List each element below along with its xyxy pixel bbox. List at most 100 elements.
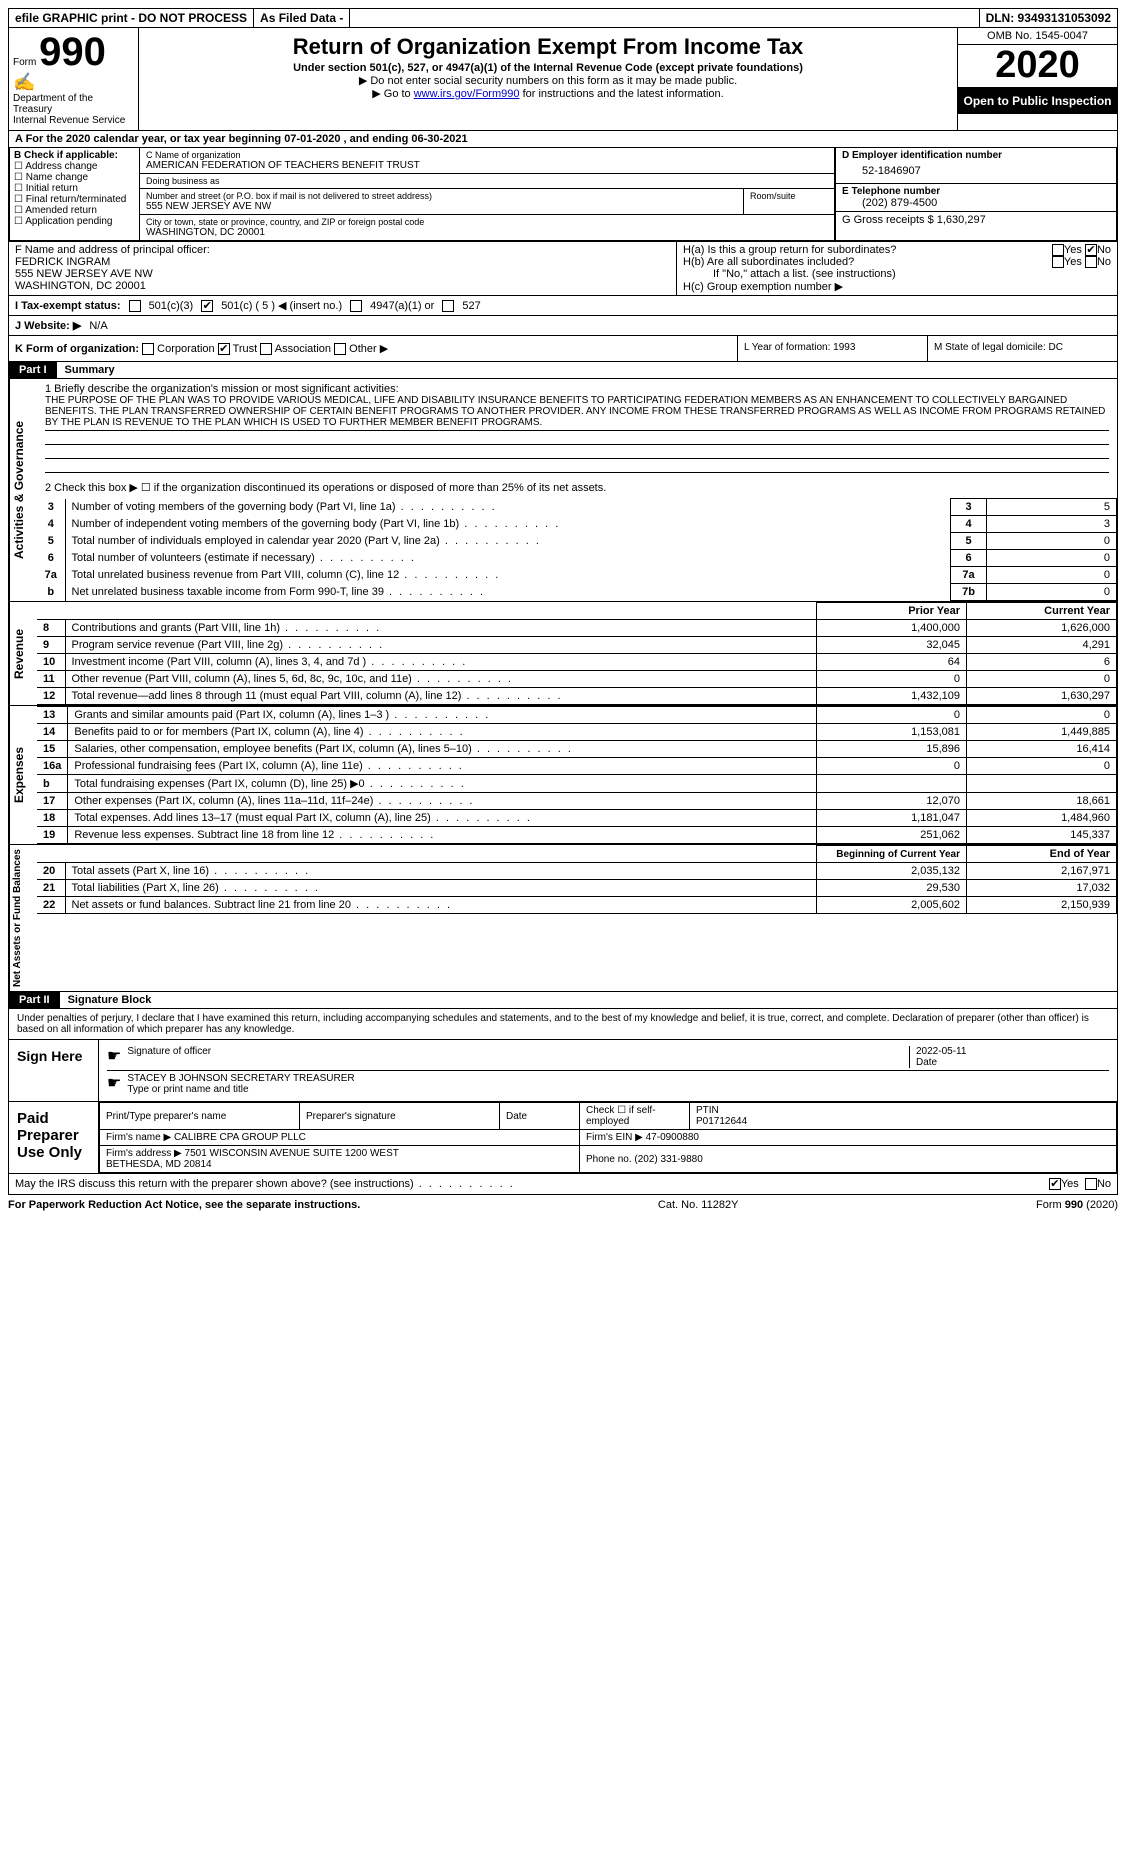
street-val: 555 NEW JERSEY AVE NW [146,201,737,212]
col-c: C Name of organization AMERICAN FEDERATI… [140,148,836,240]
website-val: N/A [89,320,107,332]
netassets-table: Beginning of Current YearEnd of Year 20 … [37,845,1117,914]
discuss-text: May the IRS discuss this return with the… [15,1178,1049,1190]
sig-date: 2022-05-11 [916,1046,966,1057]
form-number: 990 [39,30,106,74]
c-street-row: Number and street (or P.O. box if mail i… [140,189,834,215]
header-center: Return of Organization Exempt From Incom… [139,28,957,130]
form-subtitle: Under section 501(c), 527, or 4947(a)(1)… [147,62,949,74]
chk-501c3[interactable] [129,300,141,312]
col-d: D Employer identification number 52-1846… [836,148,1116,240]
line-val: 0 [987,584,1117,601]
ein-lbl: D Employer identification number [842,150,1110,161]
cat-no: Cat. No. 11282Y [658,1199,739,1211]
ptin-cell: PTINP01712644 [690,1103,1117,1130]
chk-final[interactable]: Final return/terminated [14,194,135,205]
line-ref: 5 [951,533,987,550]
tel-val: (202) 879-4500 [842,197,1110,209]
chk-527[interactable] [442,300,454,312]
discuss-yes-chk[interactable] [1049,1178,1061,1190]
part2-header: Part II Signature Block [8,992,1118,1009]
firm-phone-cell: Phone no. (202) 331-9880 [580,1146,1117,1173]
mission-text: THE PURPOSE OF THE PLAN WAS TO PROVIDE V… [45,395,1109,431]
dba-lbl: Doing business as [146,176,828,186]
firm-addr-cell: Firm's address ▶ 7501 WISCONSIN AVENUE S… [100,1146,580,1173]
discuss-no-chk[interactable] [1085,1178,1097,1190]
table-row: 8 Contributions and grants (Part VIII, l… [37,620,1117,637]
chk-4947[interactable] [350,300,362,312]
chk-initial[interactable]: Initial return [14,183,135,194]
tel-lbl: E Telephone number [842,186,1110,197]
line-val: 3 [987,516,1117,533]
chk-other[interactable] [334,343,346,355]
l-year: L Year of formation: 1993 [737,336,927,361]
irs-link[interactable]: www.irs.gov/Form990 [414,88,520,100]
chk-name[interactable]: Name change [14,172,135,183]
line-ref: 4 [951,516,987,533]
c-name-lbl: C Name of organization [146,150,828,160]
paperwork-notice: For Paperwork Reduction Act Notice, see … [8,1199,360,1211]
activities-governance: Activities & Governance 1 Briefly descri… [8,379,1118,602]
chk-assoc[interactable] [260,343,272,355]
discuss-row: May the IRS discuss this return with the… [8,1174,1118,1195]
line-num: 5 [37,533,65,550]
chk-address[interactable]: Address change [14,161,135,172]
paid-preparer-row: Paid Preparer Use Only Print/Type prepar… [9,1102,1117,1173]
line-text: Total number of volunteers (estimate if … [65,550,951,567]
spacer [350,9,979,27]
dept-label: Department of the Treasury Internal Reve… [13,93,134,126]
header-left: Form 990 ✍ Department of the Treasury In… [9,28,139,130]
b-header: B Check if applicable: [14,150,135,161]
officer-name: STACEY B JOHNSON SECRETARY TREASURER Typ… [127,1073,354,1095]
line-ref: 3 [951,499,987,516]
table-row: 15 Salaries, other compensation, employe… [37,741,1117,758]
prep-date-lbl: Date [500,1103,580,1130]
c-name-cell: C Name of organization AMERICAN FEDERATI… [140,148,834,174]
prep-sig-lbl: Preparer's signature [300,1103,500,1130]
row-i: I Tax-exempt status: 501(c)(3) 501(c) ( … [8,296,1118,316]
street-lbl: Number and street (or P.O. box if mail i… [146,191,737,201]
ein-val: 52-1846907 [842,161,1110,181]
row-k: K Form of organization: Corporation Trus… [8,336,1118,362]
line-ref: 6 [951,550,987,567]
revenue-block: Revenue Prior YearCurrent Year 8 Contrib… [8,602,1118,706]
part1-header: Part I Summary [8,362,1118,379]
room-lbl: Room/suite [750,191,828,201]
col-b: B Check if applicable: Address change Na… [10,148,140,240]
f-addr2: WASHINGTON, DC 20001 [15,280,670,292]
table-row: 18 Total expenses. Add lines 13–17 (must… [37,810,1117,827]
ssn-warning: ▶ Do not enter social security numbers o… [147,74,949,87]
chk-corp[interactable] [142,343,154,355]
row-j: J Website: ▶ N/A [8,316,1118,336]
block-bcd: B Check if applicable: Address change Na… [8,148,1118,242]
chk-pending[interactable]: Application pending [14,216,135,227]
firm-name-cell: Firm's name ▶ CALIBRE CPA GROUP PLLC [100,1130,580,1146]
part2-title: Signature Block [60,992,160,1008]
form-ref: Form 990 (2020) [1036,1199,1118,1211]
table-row: 21 Total liabilities (Part X, line 26) 2… [37,880,1117,897]
line-num: 7a [37,567,65,584]
k-left: K Form of organization: Corporation Trus… [9,336,737,361]
chk-amended[interactable]: Amended return [14,205,135,216]
line-num: b [37,584,65,601]
chk-trust[interactable] [218,343,230,355]
table-row: b Total fundraising expenses (Part IX, c… [37,775,1117,793]
date-lbl: Date [916,1057,937,1068]
page-footer: For Paperwork Reduction Act Notice, see … [8,1195,1118,1215]
dln: DLN: 93493131053092 [980,9,1117,27]
sign-content: ☛ Signature of officer 2022-05-11 Date ☛… [99,1040,1117,1101]
goto-line: ▶ Go to www.irs.gov/Form990 for instruct… [147,87,949,100]
ha-lbl: H(a) Is this a group return for subordin… [683,244,896,256]
self-emp: Check ☐ if self-employed [580,1103,690,1130]
revenue-table: Prior YearCurrent Year 8 Contributions a… [37,602,1117,705]
j-lbl: J Website: ▶ [15,319,81,332]
chk-501c[interactable] [201,300,213,312]
header-right: OMB No. 1545-0047 2020 Open to Public In… [957,28,1117,130]
form-header: Form 990 ✍ Department of the Treasury In… [8,28,1118,131]
table-row: 16a Professional fundraising fees (Part … [37,758,1117,775]
mission-lbl: 1 Briefly describe the organization's mi… [45,383,1109,395]
ha-yesno: Yes No [1052,244,1111,256]
line-ref: 7a [951,567,987,584]
table-row: 11 Other revenue (Part VIII, column (A),… [37,671,1117,688]
hb-lbl: H(b) Are all subordinates included? [683,256,854,268]
